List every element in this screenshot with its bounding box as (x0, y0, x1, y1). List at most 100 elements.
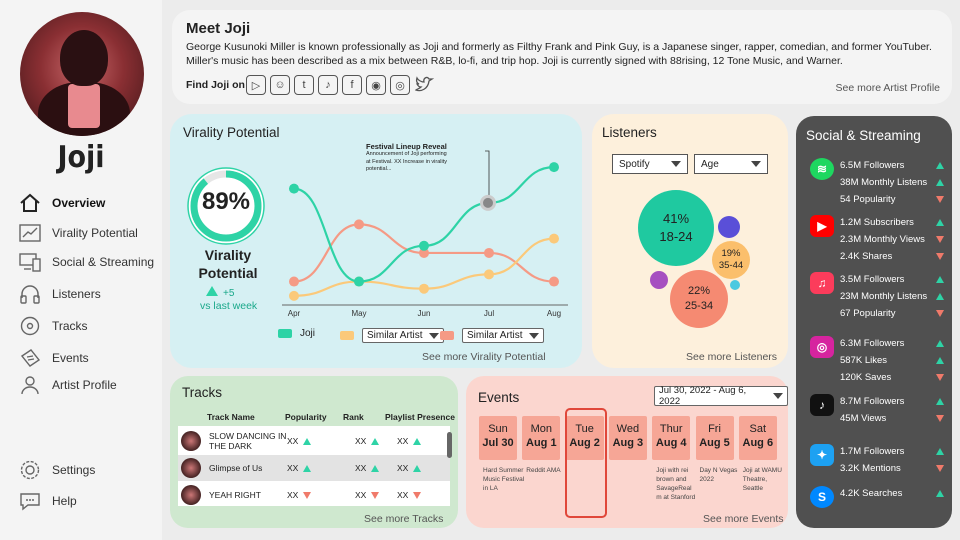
bubble-label: 18-24 (659, 229, 693, 244)
nav-artist-profile[interactable]: Artist Profile (18, 374, 162, 396)
instagram-icon[interactable]: ◎ (390, 75, 410, 95)
nav-overview[interactable]: Overview (18, 192, 162, 214)
nav-label: Social & Streaming (52, 255, 155, 269)
data-point[interactable] (419, 283, 429, 294)
platform-select[interactable]: Spotify (612, 154, 688, 174)
tiktok-icon[interactable]: ♪ (810, 394, 834, 416)
nav-virality[interactable]: Virality Potential (18, 222, 162, 244)
reddit-icon[interactable]: ◉ (366, 75, 386, 95)
event-day[interactable]: Mon Aug 1 (522, 416, 561, 460)
snapchat-icon[interactable]: ☺ (270, 75, 290, 95)
date-range-select[interactable]: Jul 30, 2022 - Aug 6, 2022 (654, 385, 788, 407)
data-point[interactable] (419, 247, 429, 258)
twitter-icon[interactable]: ✦ (810, 444, 834, 466)
table-row[interactable]: SLOW DANCING IN THE DARK XX XX XX (178, 428, 450, 454)
see-more-artist-profile-link[interactable]: See more Artist Profile (835, 82, 940, 94)
down-arrow-icon (936, 236, 944, 243)
table-row[interactable]: Glimpse of Us XX XX XX (178, 455, 450, 481)
data-point[interactable] (549, 233, 559, 244)
legend-similar-1[interactable]: Similar Artist (340, 328, 444, 343)
event-day[interactable]: Tue Aug 2 (565, 416, 604, 460)
event-day[interactable]: Thur Aug 4 (652, 416, 691, 460)
cell-value: XX (355, 463, 367, 473)
legend-similar-2[interactable]: Similar Artist (440, 328, 544, 343)
devices-icon (18, 252, 42, 272)
social-stat: 4.2K Searches (840, 488, 944, 499)
col-rank: Rank (343, 412, 364, 422)
data-point[interactable] (419, 240, 429, 251)
event-day[interactable]: Sat Aug 6 (738, 416, 777, 460)
facebook-icon[interactable]: f (342, 75, 362, 95)
up-arrow-icon (936, 490, 944, 497)
data-point[interactable] (484, 247, 494, 258)
similar-artist-dropdown[interactable]: Similar Artist (462, 328, 544, 343)
stat-text: 3.5M Followers (840, 274, 905, 285)
day-date: Jul 30 (482, 437, 514, 449)
virality-delta: +5 (206, 286, 234, 299)
dropdown-value: Similar Artist (367, 330, 423, 341)
see-more-virality-link[interactable]: See more Virality Potential (422, 351, 546, 363)
nav-social-streaming[interactable]: Social & Streaming (18, 251, 162, 273)
data-point[interactable] (289, 276, 299, 287)
tracks-scrollbar[interactable] (447, 432, 452, 458)
nav-help[interactable]: Help (18, 490, 162, 512)
data-point[interactable] (484, 269, 494, 280)
see-more-events-link[interactable]: See more Events (703, 513, 784, 525)
legend-label: Joji (300, 328, 316, 339)
tiktok-icon[interactable]: ♪ (318, 75, 338, 95)
nav-listeners[interactable]: Listeners (18, 283, 162, 305)
spotify-icon[interactable]: ≋ (810, 158, 834, 180)
similar-artist-dropdown[interactable]: Similar Artist (362, 328, 444, 343)
down-arrow-icon (936, 415, 944, 422)
see-more-tracks-link[interactable]: See more Tracks (364, 513, 444, 525)
find-label: Find Joji on (186, 79, 245, 91)
data-point[interactable] (354, 276, 364, 287)
data-point[interactable] (549, 276, 559, 287)
youtube-icon[interactable]: ▶ (810, 215, 834, 237)
event-day[interactable]: Wed Aug 3 (608, 416, 647, 460)
see-more-listeners-link[interactable]: See more Listeners (686, 351, 778, 363)
trend-icon (18, 223, 42, 243)
nav-label: Artist Profile (52, 378, 117, 392)
virality-panel: Virality Potential 89% Virality Potentia… (170, 114, 582, 368)
up-arrow-icon (206, 286, 218, 296)
nav-tracks[interactable]: Tracks (18, 315, 162, 337)
youtube-icon[interactable]: ▷ (246, 75, 266, 95)
annotation-marker[interactable] (480, 194, 496, 211)
instagram-icon[interactable]: ◎ (810, 336, 834, 358)
about-panel: Meet Joji George Kusunoki Miller is know… (172, 10, 952, 104)
day-of-week: Fri (708, 423, 721, 435)
data-point[interactable] (289, 290, 299, 301)
down-arrow-icon (936, 253, 944, 260)
data-point[interactable] (549, 162, 559, 173)
nav-events[interactable]: Events (18, 347, 162, 369)
down-arrow-icon (936, 196, 944, 203)
social-stat: 54 Popularity (840, 194, 944, 205)
bubble-label: 35-44 (718, 260, 744, 271)
table-row[interactable]: YEAH RIGHT XX XX XX (178, 482, 450, 508)
virality-chart: Apr May Jun Jul Aug (282, 150, 568, 318)
apple-music-icon[interactable]: ♫ (810, 272, 834, 294)
stat-text: 2.3M Monthly Views (840, 234, 925, 245)
cell-rank: XX (355, 463, 397, 473)
col-track-name: Track Name (207, 412, 255, 422)
social-title: Social & Streaming (806, 128, 921, 143)
up-arrow-icon (936, 293, 944, 300)
data-point[interactable] (354, 219, 364, 230)
up-arrow-icon (936, 162, 944, 169)
event-day[interactable]: Sun Jul 30 (479, 416, 517, 460)
chevron-down-icon (671, 161, 681, 167)
event-day[interactable]: Fri Aug 5 (695, 416, 734, 460)
shazam-icon[interactable]: S (810, 486, 834, 508)
demographic-select[interactable]: Age (694, 154, 768, 174)
delta-caption: vs last week (200, 300, 258, 312)
data-point[interactable] (289, 183, 299, 194)
tumblr-icon[interactable]: t (294, 75, 314, 95)
social-stat: 1.2M Subscribers (840, 217, 944, 228)
stat-text: 6.3M Followers (840, 338, 905, 349)
down-arrow-icon (303, 491, 312, 499)
virality-label: Virality Potential (198, 247, 258, 281)
twitter-icon[interactable] (414, 75, 434, 95)
cell-value: XX (287, 436, 299, 446)
nav-settings[interactable]: Settings (18, 459, 162, 481)
